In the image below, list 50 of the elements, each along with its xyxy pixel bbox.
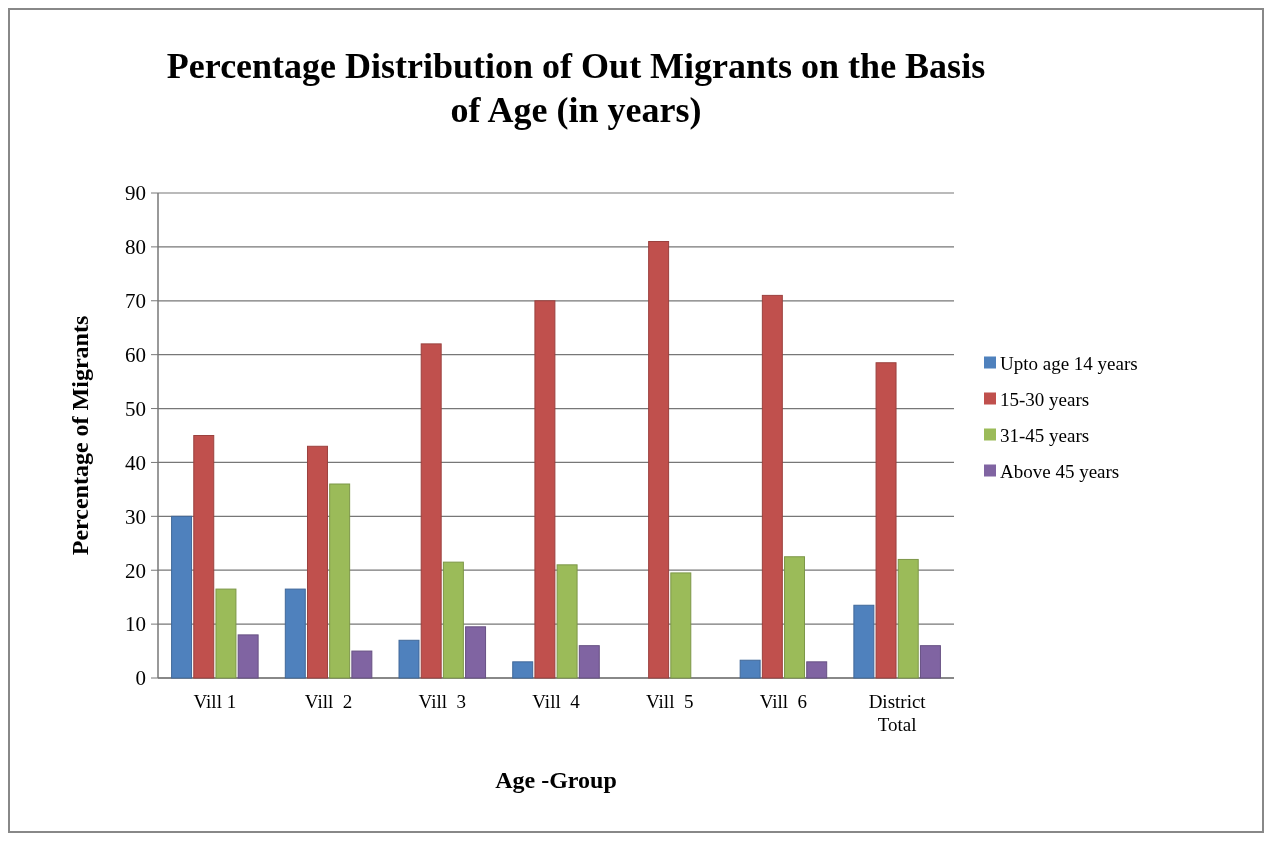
bar [853, 604, 875, 679]
bar [420, 343, 442, 679]
bar [442, 561, 464, 679]
bar [193, 435, 215, 679]
bar [919, 645, 941, 679]
bar [306, 445, 328, 679]
bar [534, 300, 556, 679]
x-tick-label: Vill 4 [532, 691, 581, 712]
chart-title: Percentage Distribution of Out Migrants on the Basis of Age (in years) [166, 46, 986, 130]
y-tick-label: 60 [125, 343, 146, 368]
y-axis-title: Percentage of Migrants [67, 315, 93, 556]
bar [351, 650, 373, 679]
legend-label: Above 45 years [1000, 461, 1120, 483]
bar [512, 661, 534, 679]
bar [897, 558, 919, 679]
y-tick-label: 30 [125, 504, 146, 529]
bar [670, 572, 692, 679]
y-tick-label: 0 [135, 666, 146, 691]
y-tick-label: 50 [125, 396, 146, 421]
x-tick-label: Vill 3 [418, 691, 466, 712]
bar [465, 626, 487, 679]
x-tick-label: Vill 2 [304, 691, 353, 712]
x-tick-label: District Total [868, 691, 927, 735]
bar [806, 661, 828, 679]
x-tick-label: Vill 5 [646, 691, 694, 712]
bar [284, 588, 306, 679]
legend-label: 31-45 years [1000, 425, 1090, 447]
bar [648, 241, 670, 679]
bar [556, 564, 578, 679]
legend-label: 15-30 years [1000, 389, 1090, 411]
bar [875, 362, 897, 679]
y-tick-label: 20 [125, 558, 146, 583]
bar [784, 556, 806, 679]
y-tick-label: 90 [125, 181, 146, 206]
x-axis-title: Age -Group [495, 767, 617, 793]
bar [398, 639, 420, 679]
bar [578, 645, 600, 679]
bar [739, 659, 761, 679]
y-tick-label: 70 [125, 289, 146, 314]
x-tick-label: Vill 1 [193, 691, 237, 712]
bar [237, 634, 259, 679]
bar [329, 483, 351, 679]
bar [215, 588, 237, 679]
bar [171, 515, 193, 679]
bar [761, 294, 783, 679]
y-tick-label: 10 [125, 612, 146, 637]
x-tick-label: Vill 6 [759, 691, 808, 712]
legend-label: Upto age 14 years [1000, 353, 1138, 375]
y-tick-label: 80 [125, 235, 146, 260]
y-tick-label: 40 [125, 450, 146, 475]
